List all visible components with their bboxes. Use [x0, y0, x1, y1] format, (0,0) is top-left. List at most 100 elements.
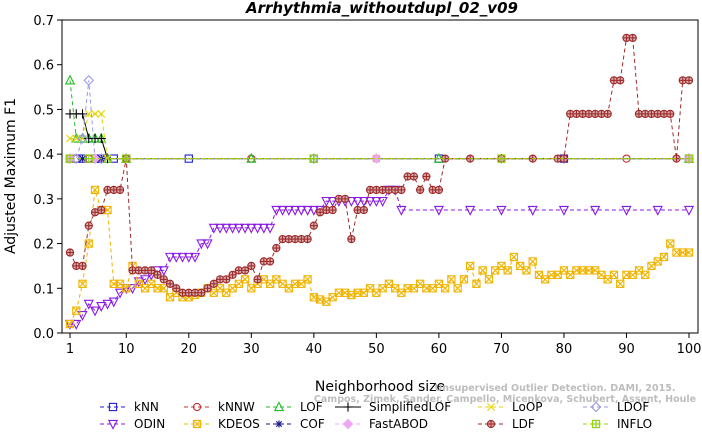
data-point: [90, 185, 100, 195]
legend-label: kNNW: [218, 400, 255, 414]
data-point: [222, 275, 231, 284]
data-point: [566, 109, 575, 119]
data-point: [84, 221, 93, 230]
data-point: [278, 234, 287, 244]
data-point: [628, 33, 637, 43]
series-line: [70, 113, 689, 160]
data-point: [327, 196, 338, 207]
data-point: [97, 205, 106, 215]
data-point: [396, 205, 407, 216]
series-line: [70, 189, 689, 325]
data-point: [152, 266, 163, 277]
data-point: [202, 239, 213, 250]
plot-frame: [61, 19, 699, 334]
data-point: [84, 154, 93, 163]
legend-item-ldf: LDF: [478, 417, 535, 431]
data-point: [666, 109, 675, 119]
data-point: [328, 205, 337, 215]
data-point: [684, 76, 694, 85]
data-point: [522, 266, 531, 275]
data-point: [64, 74, 76, 85]
data-point: [422, 172, 431, 181]
data-point: [171, 252, 182, 263]
legend-marker: [275, 420, 283, 428]
legend-label: LOF: [300, 400, 323, 414]
y-axis-title: Adjusted Maximum F1: [3, 98, 19, 254]
data-point: [503, 266, 512, 275]
legend-label: LDF: [512, 417, 535, 431]
data-point: [652, 205, 663, 216]
data-point: [309, 154, 318, 163]
legend-label: kNN: [134, 400, 159, 414]
data-point: [252, 223, 263, 234]
legend-item-ldof: LDOF: [583, 400, 649, 414]
data-point: [247, 261, 256, 271]
y-tick-label: 0.4: [33, 148, 54, 163]
legend-marker: [107, 419, 119, 430]
data-point: [65, 319, 75, 329]
data-point: [264, 223, 276, 234]
y-tick-label: 0.2: [33, 238, 54, 253]
data-point: [621, 205, 632, 216]
data-point: [459, 275, 469, 284]
data-point: [509, 252, 519, 262]
chart-title: Arrhythmia_withoutdupl_02_v09: [245, 0, 518, 17]
data-point: [97, 109, 106, 118]
legend-item-cof: COF: [266, 417, 325, 431]
data-point: [541, 275, 550, 284]
data-point: [466, 261, 475, 271]
legend-item-knn: kNN: [100, 400, 159, 414]
data-point: [227, 223, 238, 234]
x-tick-label: 60: [431, 342, 448, 357]
data-point: [659, 252, 669, 262]
data-point: [497, 154, 506, 163]
data-point: [172, 284, 181, 293]
data-point: [122, 284, 131, 293]
legend-label: LoOP: [512, 400, 543, 414]
data-point: [609, 76, 619, 85]
data-point: [453, 284, 462, 293]
x-tick-label: 80: [556, 342, 573, 357]
data-point: [447, 275, 456, 284]
data-point: [347, 234, 356, 244]
data-point: [302, 205, 313, 216]
data-point: [365, 196, 376, 207]
data-point: [214, 223, 226, 234]
data-point: [684, 154, 694, 163]
legend-marker: [590, 401, 602, 413]
data-point: [240, 266, 250, 275]
legend-marker: [343, 402, 353, 412]
data-point: [371, 196, 382, 207]
y-tick-label: 0.3: [33, 193, 54, 208]
x-tick-label: 50: [368, 342, 385, 357]
x-tick-label: 1: [66, 342, 74, 357]
y-axis: 0.0 0.1 0.2 0.3 0.4 0.5 0.6 0.7: [33, 14, 62, 342]
data-point: [165, 279, 175, 288]
watermark-line-2: Unsupervised Outlier Detection. DAMI, 20…: [435, 383, 676, 394]
data-point: [683, 205, 695, 216]
data-point: [377, 196, 388, 207]
legend-marker: [192, 419, 202, 429]
legend-marker: [342, 418, 354, 430]
legend-marker: [487, 403, 495, 411]
data-point: [558, 205, 570, 216]
data-point: [65, 248, 75, 257]
data-point: [308, 205, 319, 216]
y-tick-label: 0.7: [33, 14, 54, 29]
data-point: [127, 284, 138, 295]
x-tick-label: 90: [618, 342, 635, 357]
legend-item-odin: ODIN: [100, 417, 165, 431]
data-point: [258, 223, 269, 234]
legend-item-fastabod: FastABOD: [335, 417, 428, 431]
legend-label: SimplifiedLOF: [369, 400, 451, 414]
data-point: [197, 288, 206, 297]
data-point: [90, 208, 100, 217]
data-point: [164, 252, 176, 263]
data-point: [590, 205, 601, 216]
data-point: [153, 270, 162, 280]
data-point: [139, 275, 151, 286]
data-point: [303, 275, 312, 284]
data-point: [77, 310, 88, 321]
data-point: [65, 154, 75, 163]
